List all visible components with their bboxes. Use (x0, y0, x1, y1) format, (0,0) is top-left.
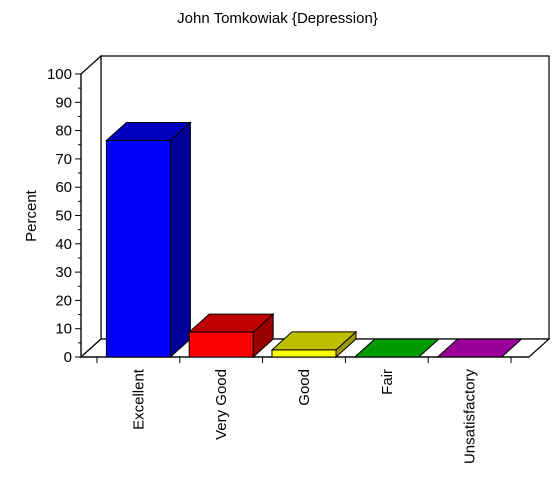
chart-title: John Tomkowiak {Depression} (177, 10, 378, 27)
x-tick-label: Unsatisfactory (462, 369, 479, 465)
y-tick-label: 90 (55, 94, 72, 111)
bar-top (353, 338, 441, 358)
bar (188, 331, 254, 358)
y-tick-label: 0 (64, 349, 72, 366)
y-tick-label: 10 (55, 321, 72, 338)
y-tick-label: 20 (55, 292, 72, 309)
y-tick-label: 40 (55, 236, 72, 253)
bar (105, 140, 171, 358)
bar (271, 349, 337, 358)
y-tick-label: 30 (55, 264, 72, 281)
x-tick-label: Excellent (130, 368, 147, 430)
y-axis-title: Percent (23, 189, 40, 242)
y-tick-label: 80 (55, 123, 72, 140)
x-tick-label: Very Good (213, 369, 230, 440)
y-tick-label: 50 (55, 208, 72, 225)
x-tick-label: Fair (379, 369, 396, 395)
bar-top (436, 338, 523, 358)
y-tick-label: 70 (55, 151, 72, 168)
bar-side (169, 121, 191, 359)
x-tick-label: Good (296, 369, 313, 406)
y-tick-label: 100 (47, 66, 72, 83)
chart-side-wall (80, 54, 102, 359)
y-tick-label: 60 (55, 179, 72, 196)
